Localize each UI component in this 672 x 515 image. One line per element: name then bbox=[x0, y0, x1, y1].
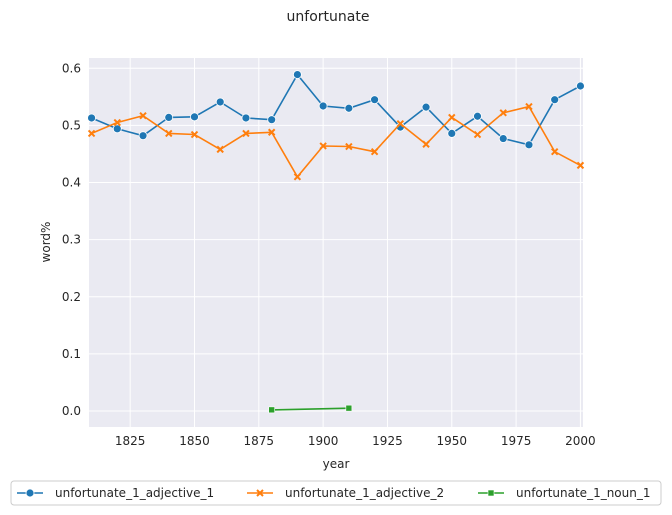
data-point bbox=[550, 95, 560, 105]
data-point bbox=[576, 81, 585, 91]
data-point bbox=[164, 113, 174, 122]
x-tick-label: 1850 bbox=[179, 434, 210, 448]
y-tick-label: 0.2 bbox=[62, 290, 81, 304]
legend-label: unfortunate_1_adjective_1 bbox=[55, 486, 214, 500]
y-tick-label: 0.1 bbox=[62, 347, 81, 361]
series-layer bbox=[87, 70, 585, 414]
data-point bbox=[165, 129, 173, 138]
data-point bbox=[138, 131, 148, 141]
data-point bbox=[215, 97, 225, 107]
data-point bbox=[267, 115, 277, 125]
data-point bbox=[139, 111, 147, 120]
x-tick-label: 1975 bbox=[501, 434, 532, 448]
data-point bbox=[473, 130, 482, 139]
y-tick-labels: 0.0 0.1 0.2 0.3 0.4 0.5 0.6 bbox=[62, 61, 81, 418]
data-point bbox=[216, 145, 224, 154]
data-point bbox=[319, 142, 327, 150]
series-line bbox=[91, 105, 581, 179]
data-point bbox=[345, 404, 353, 412]
legend-marker bbox=[25, 488, 35, 498]
data-point bbox=[422, 140, 430, 148]
legend-label: unfortunate_1_noun_1 bbox=[516, 486, 651, 500]
data-point bbox=[344, 103, 354, 113]
data-point bbox=[242, 129, 250, 138]
data-point bbox=[396, 119, 405, 128]
plot-area bbox=[89, 58, 583, 427]
data-point bbox=[525, 102, 533, 111]
data-point bbox=[550, 147, 559, 156]
data-point bbox=[498, 134, 508, 143]
data-point bbox=[267, 128, 276, 136]
x-tick-label: 1825 bbox=[115, 434, 146, 448]
legend-box bbox=[10, 480, 662, 506]
data-point bbox=[241, 113, 251, 123]
data-point bbox=[576, 161, 585, 170]
x-axis-label: year bbox=[323, 457, 350, 471]
legend-item: unfortunate_1_adjective_2 bbox=[247, 486, 444, 500]
data-point bbox=[87, 129, 96, 138]
data-point bbox=[345, 142, 353, 151]
legend-marker bbox=[487, 489, 495, 497]
legend-label: unfortunate_1_adjective_2 bbox=[285, 486, 444, 500]
data-point bbox=[190, 130, 199, 139]
data-point bbox=[447, 128, 457, 138]
legend: unfortunate_1_adjective_1 unfortunate_1_a… bbox=[10, 480, 662, 506]
y-tick-label: 0.3 bbox=[62, 233, 81, 247]
data-point bbox=[448, 113, 456, 122]
data-point bbox=[370, 95, 379, 105]
chart-title: unfortunate bbox=[287, 9, 370, 25]
data-point bbox=[473, 111, 482, 121]
data-point bbox=[268, 406, 275, 414]
data-point bbox=[190, 112, 199, 122]
x-tick-label: 2000 bbox=[565, 434, 596, 448]
data-point bbox=[421, 102, 431, 112]
data-point bbox=[293, 173, 302, 181]
data-point bbox=[113, 118, 122, 127]
data-point bbox=[112, 124, 122, 134]
y-tick-label: 0.4 bbox=[62, 176, 81, 190]
x-tick-label: 1950 bbox=[437, 434, 468, 448]
gridlines bbox=[89, 58, 583, 427]
x-tick-label: 1925 bbox=[372, 434, 403, 448]
legend-item: unfortunate_1_noun_1 bbox=[478, 486, 651, 500]
data-point bbox=[293, 70, 302, 79]
data-point bbox=[524, 140, 534, 150]
x-tick-label: 1900 bbox=[308, 434, 339, 448]
data-point bbox=[499, 109, 507, 117]
x-tick-labels: 1825 1850 1875 1900 1925 1950 1975 2000 bbox=[115, 434, 596, 448]
y-tick-label: 0.6 bbox=[62, 61, 81, 75]
y-tick-label: 0.0 bbox=[62, 404, 81, 418]
series-line bbox=[271, 407, 349, 411]
data-point bbox=[370, 147, 379, 156]
y-axis-label: word% bbox=[39, 222, 53, 263]
legend-item: unfortunate_1_adjective_1 bbox=[17, 486, 214, 500]
data-point bbox=[87, 113, 96, 123]
data-point bbox=[318, 101, 328, 111]
y-tick-label: 0.5 bbox=[62, 118, 81, 132]
legend-marker bbox=[256, 489, 264, 497]
series-2 bbox=[268, 404, 353, 414]
series-1 bbox=[87, 102, 585, 181]
x-tick-label: 1875 bbox=[244, 434, 275, 448]
series-0 bbox=[87, 70, 585, 150]
